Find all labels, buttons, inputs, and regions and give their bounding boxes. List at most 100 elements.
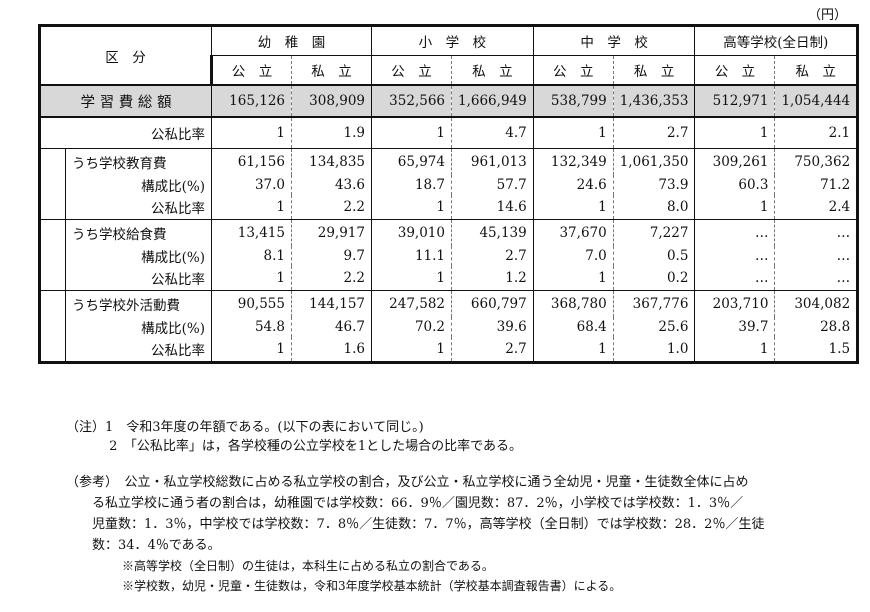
comp-value: 25.6 [612, 317, 695, 337]
section-label: うち学校給食費 [65, 219, 212, 246]
comp-value: 0.5 [612, 246, 695, 266]
total-value: 165,126 [211, 84, 292, 118]
total-value: 1,436,353 [612, 84, 695, 118]
sub-header: 私 立 [451, 55, 534, 85]
section-outside-main-row: うち学校外活動費 90,555 144,157 247,582 660,797 … [38, 290, 860, 317]
sub-header: 私 立 [612, 55, 695, 85]
comp-label: 構成比(%) [65, 246, 212, 266]
ratio-label: 公私比率 [65, 195, 212, 220]
category-header: 区 分 [38, 24, 212, 86]
sub-header: 私 立 [291, 55, 372, 85]
reference-line: 児童数：1．3％，中学校では学校数：7．8％／生徒数：7．7％，高等学校（全日制… [92, 517, 765, 532]
ratio-value: 2.7 [612, 117, 695, 149]
comp-value: … [694, 246, 775, 266]
section-value: 367,776 [612, 290, 695, 317]
section-value: 961,013 [451, 148, 534, 175]
section-outside-ratio-row: 公私比率 1 1.6 1 2.7 1 1.0 1 1.5 [38, 337, 860, 364]
section-value: 61,156 [211, 148, 292, 175]
comp-label: 構成比(%) [65, 175, 212, 195]
section-value: 37,670 [532, 219, 614, 246]
section-value: 45,139 [451, 219, 534, 246]
ratio-value: 1 [371, 195, 452, 220]
comp-value: 39.6 [451, 317, 534, 337]
sub-header: 公 立 [532, 55, 614, 85]
comp-value: 37.0 [211, 175, 292, 195]
section-value: 304,082 [774, 290, 860, 317]
section-value: 134,835 [291, 148, 372, 175]
sub-header: 公 立 [210, 55, 292, 85]
ratio-value: 8.0 [612, 195, 695, 220]
total-row: 学 習 費 総 額 165,126 308,909 352,566 1,666,… [38, 84, 860, 118]
ratio-value: 1.2 [451, 266, 534, 291]
reference: （参考） 公立・私立学校総数に占める私立学校の割合，及び公立・私立学校に通う全幼… [66, 472, 846, 596]
comp-value: 46.7 [291, 317, 372, 337]
note-line: （注）1 令和3年度の年額である。(以下の表において同じ。) [66, 420, 424, 435]
comp-value: 18.7 [371, 175, 452, 195]
ratio-value: 2.1 [774, 117, 860, 149]
ratio-value: 1 [211, 195, 292, 220]
section-education-comp-row: 構成比(%) 37.0 43.6 18.7 57.7 24.6 73.9 60.… [38, 175, 860, 195]
comp-value: 7.0 [532, 246, 614, 266]
school-header-elementary: 小 学 校 [371, 24, 534, 56]
reference-line: 数：34．4％である。 [92, 538, 221, 553]
ratio-value: 1 [211, 266, 292, 291]
section-value: … [694, 219, 775, 246]
ratio-value: 2.2 [291, 195, 372, 220]
header-row-2: 公 立 私 立 公 立 私 立 公 立 私 立 公 立 私 立 [40, 55, 860, 85]
ratio-value: 1.6 [291, 337, 372, 364]
reference-line: （参考） 公立・私立学校総数に占める私立学校の割合，及び公立・私立学校に通う全幼… [66, 475, 749, 490]
ratio-value: 1 [532, 117, 614, 149]
total-value: 1,054,444 [774, 84, 860, 118]
section-education-ratio-row: 公私比率 1 2.2 1 14.6 1 8.0 1 2.4 [38, 195, 860, 220]
section-label: うち学校外活動費 [65, 290, 212, 317]
comp-value: 9.7 [291, 246, 372, 266]
comp-value: 2.7 [451, 246, 534, 266]
section-value: 309,261 [694, 148, 775, 175]
unit-label: （円） [808, 8, 848, 23]
sub-header: 私 立 [774, 55, 860, 85]
total-value: 1,666,949 [451, 84, 534, 118]
section-value: 203,710 [694, 290, 775, 317]
section-education-main-row: うち学校教育費 61,156 134,835 65,974 961,013 13… [38, 148, 860, 175]
comp-value: 73.9 [612, 175, 695, 195]
section-value: 7,227 [612, 219, 695, 246]
total-value: 352,566 [371, 84, 452, 118]
school-header-junior-high: 中 学 校 [532, 24, 695, 56]
ratio-value: 1 [211, 117, 292, 149]
comp-value: 71.2 [774, 175, 860, 195]
ratio-value: 1 [694, 117, 775, 149]
comp-value: 43.6 [291, 175, 372, 195]
section-value: 132,349 [532, 148, 614, 175]
reference-footnote: ※学校数，幼児・児童・生徒数は，令和3年度学校基本統計（学校基本調査報告書）によ… [122, 579, 622, 593]
school-header-high-school: 高等学校(全日制) [694, 24, 860, 56]
ratio-value: 14.6 [451, 195, 534, 220]
total-label: 学 習 費 総 額 [38, 84, 212, 118]
total-value: 538,799 [532, 84, 614, 118]
comp-value: … [774, 246, 860, 266]
section-lunch-comp-row: 構成比(%) 8.1 9.7 11.1 2.7 7.0 0.5 … … [38, 246, 860, 266]
section-value: 368,780 [532, 290, 614, 317]
ratio-value: 1 [532, 337, 614, 364]
ratio-value: 1 [211, 337, 292, 364]
ratio-value: 1 [532, 195, 614, 220]
ratio-value: 1.9 [291, 117, 372, 149]
total-ratio-row: 公私比率 1 1.9 1 4.7 1 2.7 1 2.1 [38, 117, 860, 149]
section-value: 13,415 [211, 219, 292, 246]
ratio-label: 公私比率 [65, 337, 212, 364]
sub-header: 公 立 [694, 55, 775, 85]
comp-value: 24.6 [532, 175, 614, 195]
section-lunch-ratio-row: 公私比率 1 2.2 1 1.2 1 0.2 … … [38, 266, 860, 291]
school-header-kindergarten: 幼 稚 園 [211, 24, 372, 56]
ratio-value: … [774, 266, 860, 291]
reference-footnote: ※高等学校（全日制）の生徒は，本科生に占める私立の割合である。 [122, 559, 494, 573]
total-ratio-label: 公私比率 [38, 117, 212, 149]
reference-line: る私立学校に通う者の割合は，幼稚園では学校数：66．9％／園児数：87．2％，小… [92, 496, 744, 511]
ratio-value: 1 [694, 195, 775, 220]
ratio-value: 4.7 [451, 117, 534, 149]
comp-value: 70.2 [371, 317, 452, 337]
comp-value: 11.1 [371, 246, 452, 266]
ratio-value: 1 [371, 337, 452, 364]
section-value: 144,157 [291, 290, 372, 317]
ratio-label: 公私比率 [65, 266, 212, 291]
note-line: 2 「公私比率」は，各学校種の公立学校を1とした場合の比率である。 [66, 439, 523, 454]
